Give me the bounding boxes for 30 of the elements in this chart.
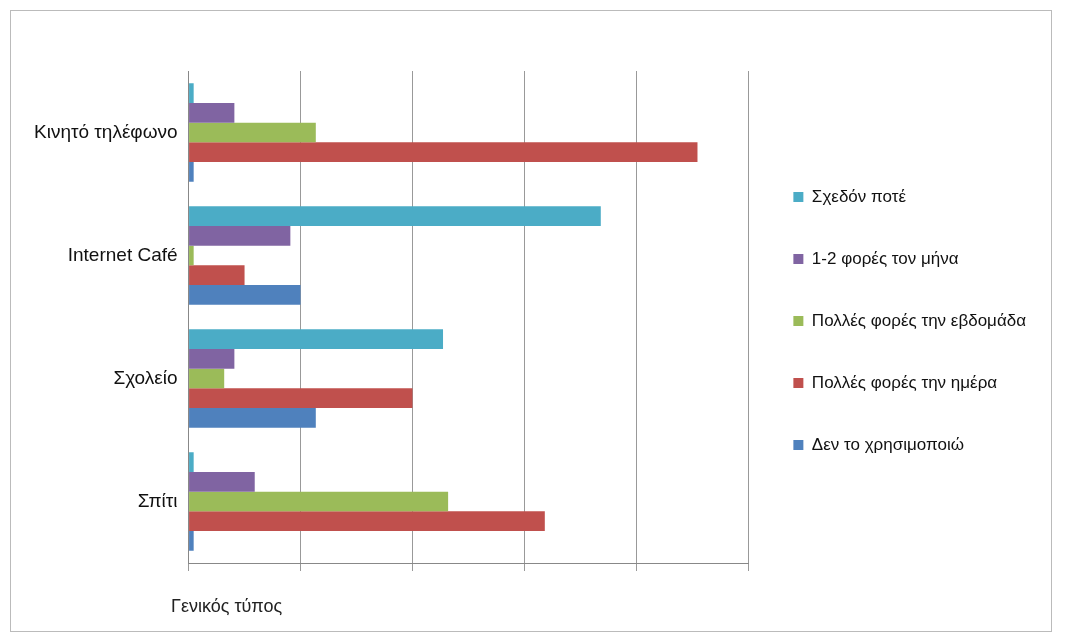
y-tick-label: Κινητό τηλέφωνο <box>34 120 178 142</box>
y-tick-label: Σχολείο <box>113 366 178 388</box>
bar <box>189 285 301 305</box>
bar <box>189 206 601 226</box>
bar <box>189 225 291 246</box>
y-tick-label: Internet Café <box>67 243 178 265</box>
y-tick-label: Σπίτι <box>137 489 178 511</box>
bar <box>189 142 698 163</box>
bar <box>189 245 194 266</box>
text: Γενικός τύπος <box>171 596 283 617</box>
bar <box>189 452 194 472</box>
legend-label: 1-2 φορές τον μήνα <box>811 248 959 268</box>
legend-label: Πολλές φορές την εβδομάδα <box>811 310 1027 330</box>
bar <box>189 348 235 369</box>
bar <box>189 122 316 143</box>
bar <box>189 531 194 551</box>
bar <box>189 511 545 532</box>
bar <box>189 471 255 492</box>
bar <box>189 329 444 349</box>
bar <box>189 408 316 428</box>
bar <box>189 162 194 182</box>
bar <box>189 388 413 409</box>
bar <box>189 491 449 512</box>
bar <box>189 102 235 123</box>
legend-label: Σχεδόν ποτέ <box>811 186 907 206</box>
bar <box>189 265 245 286</box>
legend-label: Πολλές φορές την ημέρα <box>811 372 998 392</box>
legend-label: Δεν το χρησιμοποιώ <box>811 434 965 454</box>
bar <box>189 368 225 389</box>
bar <box>189 83 194 103</box>
